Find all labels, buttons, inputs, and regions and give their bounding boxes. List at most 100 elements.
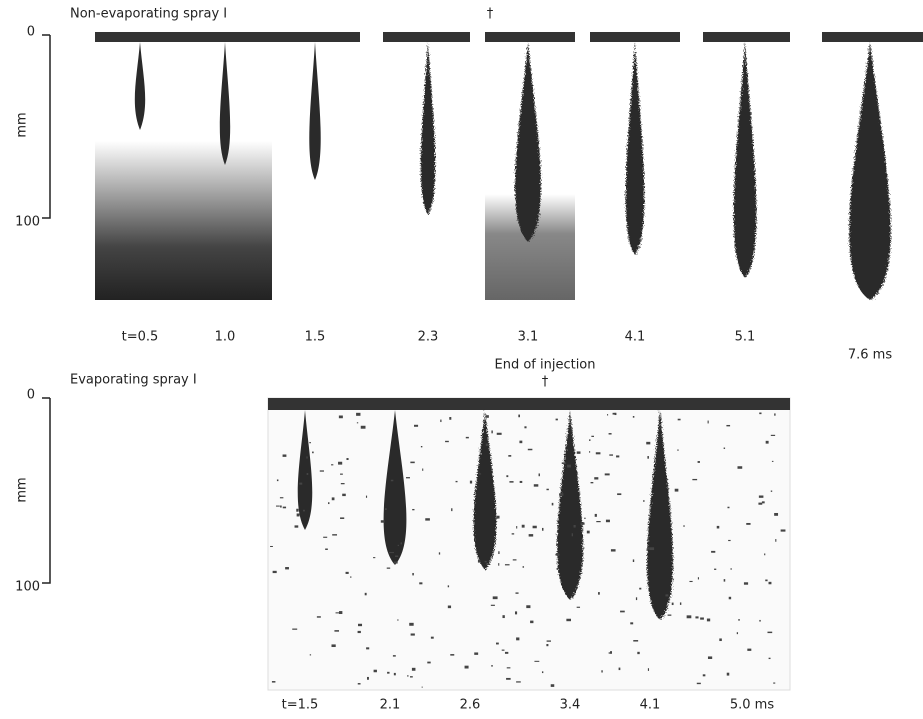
speckle bbox=[397, 619, 399, 621]
speckle bbox=[400, 542, 402, 545]
speckle bbox=[421, 686, 423, 688]
speckle bbox=[723, 579, 726, 582]
speckle bbox=[392, 655, 396, 657]
speckle bbox=[516, 681, 521, 683]
speckle bbox=[484, 560, 487, 563]
injector-plate bbox=[95, 32, 180, 42]
speckle bbox=[728, 539, 731, 542]
speckle bbox=[683, 525, 685, 527]
speckle bbox=[727, 506, 730, 509]
speckle bbox=[706, 618, 711, 622]
spray-plume bbox=[134, 42, 146, 130]
frame-label: 7.6 ms bbox=[848, 348, 892, 363]
speckle bbox=[555, 553, 560, 556]
speckle bbox=[770, 490, 773, 492]
speckle bbox=[501, 649, 505, 651]
speckle bbox=[647, 456, 649, 459]
speckle bbox=[572, 593, 575, 595]
speckle bbox=[419, 582, 423, 585]
speckle bbox=[373, 669, 377, 673]
spray-plume bbox=[557, 410, 583, 600]
speckle bbox=[410, 676, 413, 678]
speckle bbox=[528, 534, 534, 537]
speckle bbox=[532, 525, 537, 529]
speckle bbox=[438, 552, 441, 555]
speckle bbox=[764, 553, 766, 556]
speckle bbox=[299, 482, 303, 485]
speckle bbox=[319, 470, 324, 472]
speckle bbox=[546, 640, 551, 642]
speckle bbox=[612, 412, 616, 415]
speckle bbox=[409, 622, 414, 626]
speckle bbox=[325, 548, 328, 550]
speckle bbox=[447, 585, 450, 588]
speckle bbox=[765, 579, 768, 582]
speckle bbox=[610, 651, 612, 654]
speckle bbox=[485, 443, 490, 446]
speckle bbox=[516, 637, 520, 641]
speckle bbox=[519, 480, 523, 483]
speckle bbox=[365, 495, 368, 498]
speckle bbox=[677, 418, 681, 421]
speckle bbox=[759, 412, 762, 415]
speckle bbox=[316, 616, 321, 618]
speckle bbox=[550, 684, 555, 687]
speckle bbox=[451, 508, 453, 512]
speckle bbox=[272, 570, 277, 574]
speckle bbox=[696, 682, 701, 685]
speckle bbox=[296, 513, 300, 517]
speckle bbox=[410, 633, 415, 636]
axis-line bbox=[42, 34, 51, 219]
speckle bbox=[380, 520, 385, 523]
speckle bbox=[596, 521, 601, 523]
frame-label: 1.0 bbox=[215, 330, 236, 345]
spray-plume bbox=[733, 42, 757, 278]
speckle bbox=[477, 559, 481, 563]
speckle bbox=[736, 632, 739, 635]
photo-frame bbox=[267, 397, 791, 691]
speckle bbox=[538, 473, 540, 477]
speckle bbox=[591, 435, 594, 437]
injector-plate bbox=[703, 32, 790, 42]
speckle bbox=[393, 672, 396, 676]
speckle bbox=[414, 424, 419, 427]
speckle bbox=[576, 606, 581, 608]
speckle bbox=[608, 433, 612, 435]
speckle bbox=[774, 413, 776, 416]
speckle bbox=[276, 479, 279, 482]
frame-label: 3.4 bbox=[560, 698, 581, 713]
speckle bbox=[639, 587, 642, 590]
speckle bbox=[524, 426, 527, 429]
speckle bbox=[331, 464, 334, 466]
speckle bbox=[590, 481, 594, 484]
frame-label: t=0.5 bbox=[122, 330, 159, 345]
speckle bbox=[758, 502, 763, 505]
speckle bbox=[546, 644, 549, 647]
frame-label: t=1.5 bbox=[282, 698, 319, 713]
speckle bbox=[491, 430, 493, 434]
frame-label: 2.6 bbox=[460, 698, 481, 713]
speckle bbox=[490, 604, 495, 606]
injector-plate bbox=[180, 32, 272, 42]
frame-label: 5.1 bbox=[735, 330, 756, 345]
speckle bbox=[492, 596, 498, 600]
speckle bbox=[356, 422, 359, 424]
speckle bbox=[617, 493, 622, 496]
speckle bbox=[716, 525, 720, 529]
speckle bbox=[306, 472, 309, 476]
speckle bbox=[502, 615, 505, 619]
speckle bbox=[450, 654, 455, 656]
speckle bbox=[594, 513, 597, 517]
speckle bbox=[610, 549, 616, 552]
speckle bbox=[309, 442, 311, 444]
speckle bbox=[312, 451, 314, 454]
annotation: End of injection bbox=[494, 358, 595, 373]
speckle bbox=[692, 478, 698, 481]
speckle bbox=[412, 572, 414, 576]
spray-plume bbox=[473, 410, 497, 570]
speckle bbox=[541, 527, 544, 531]
speckle bbox=[608, 652, 611, 654]
axis-tick-label: 100 bbox=[15, 215, 40, 230]
speckle bbox=[519, 440, 523, 444]
speckle bbox=[771, 460, 774, 462]
